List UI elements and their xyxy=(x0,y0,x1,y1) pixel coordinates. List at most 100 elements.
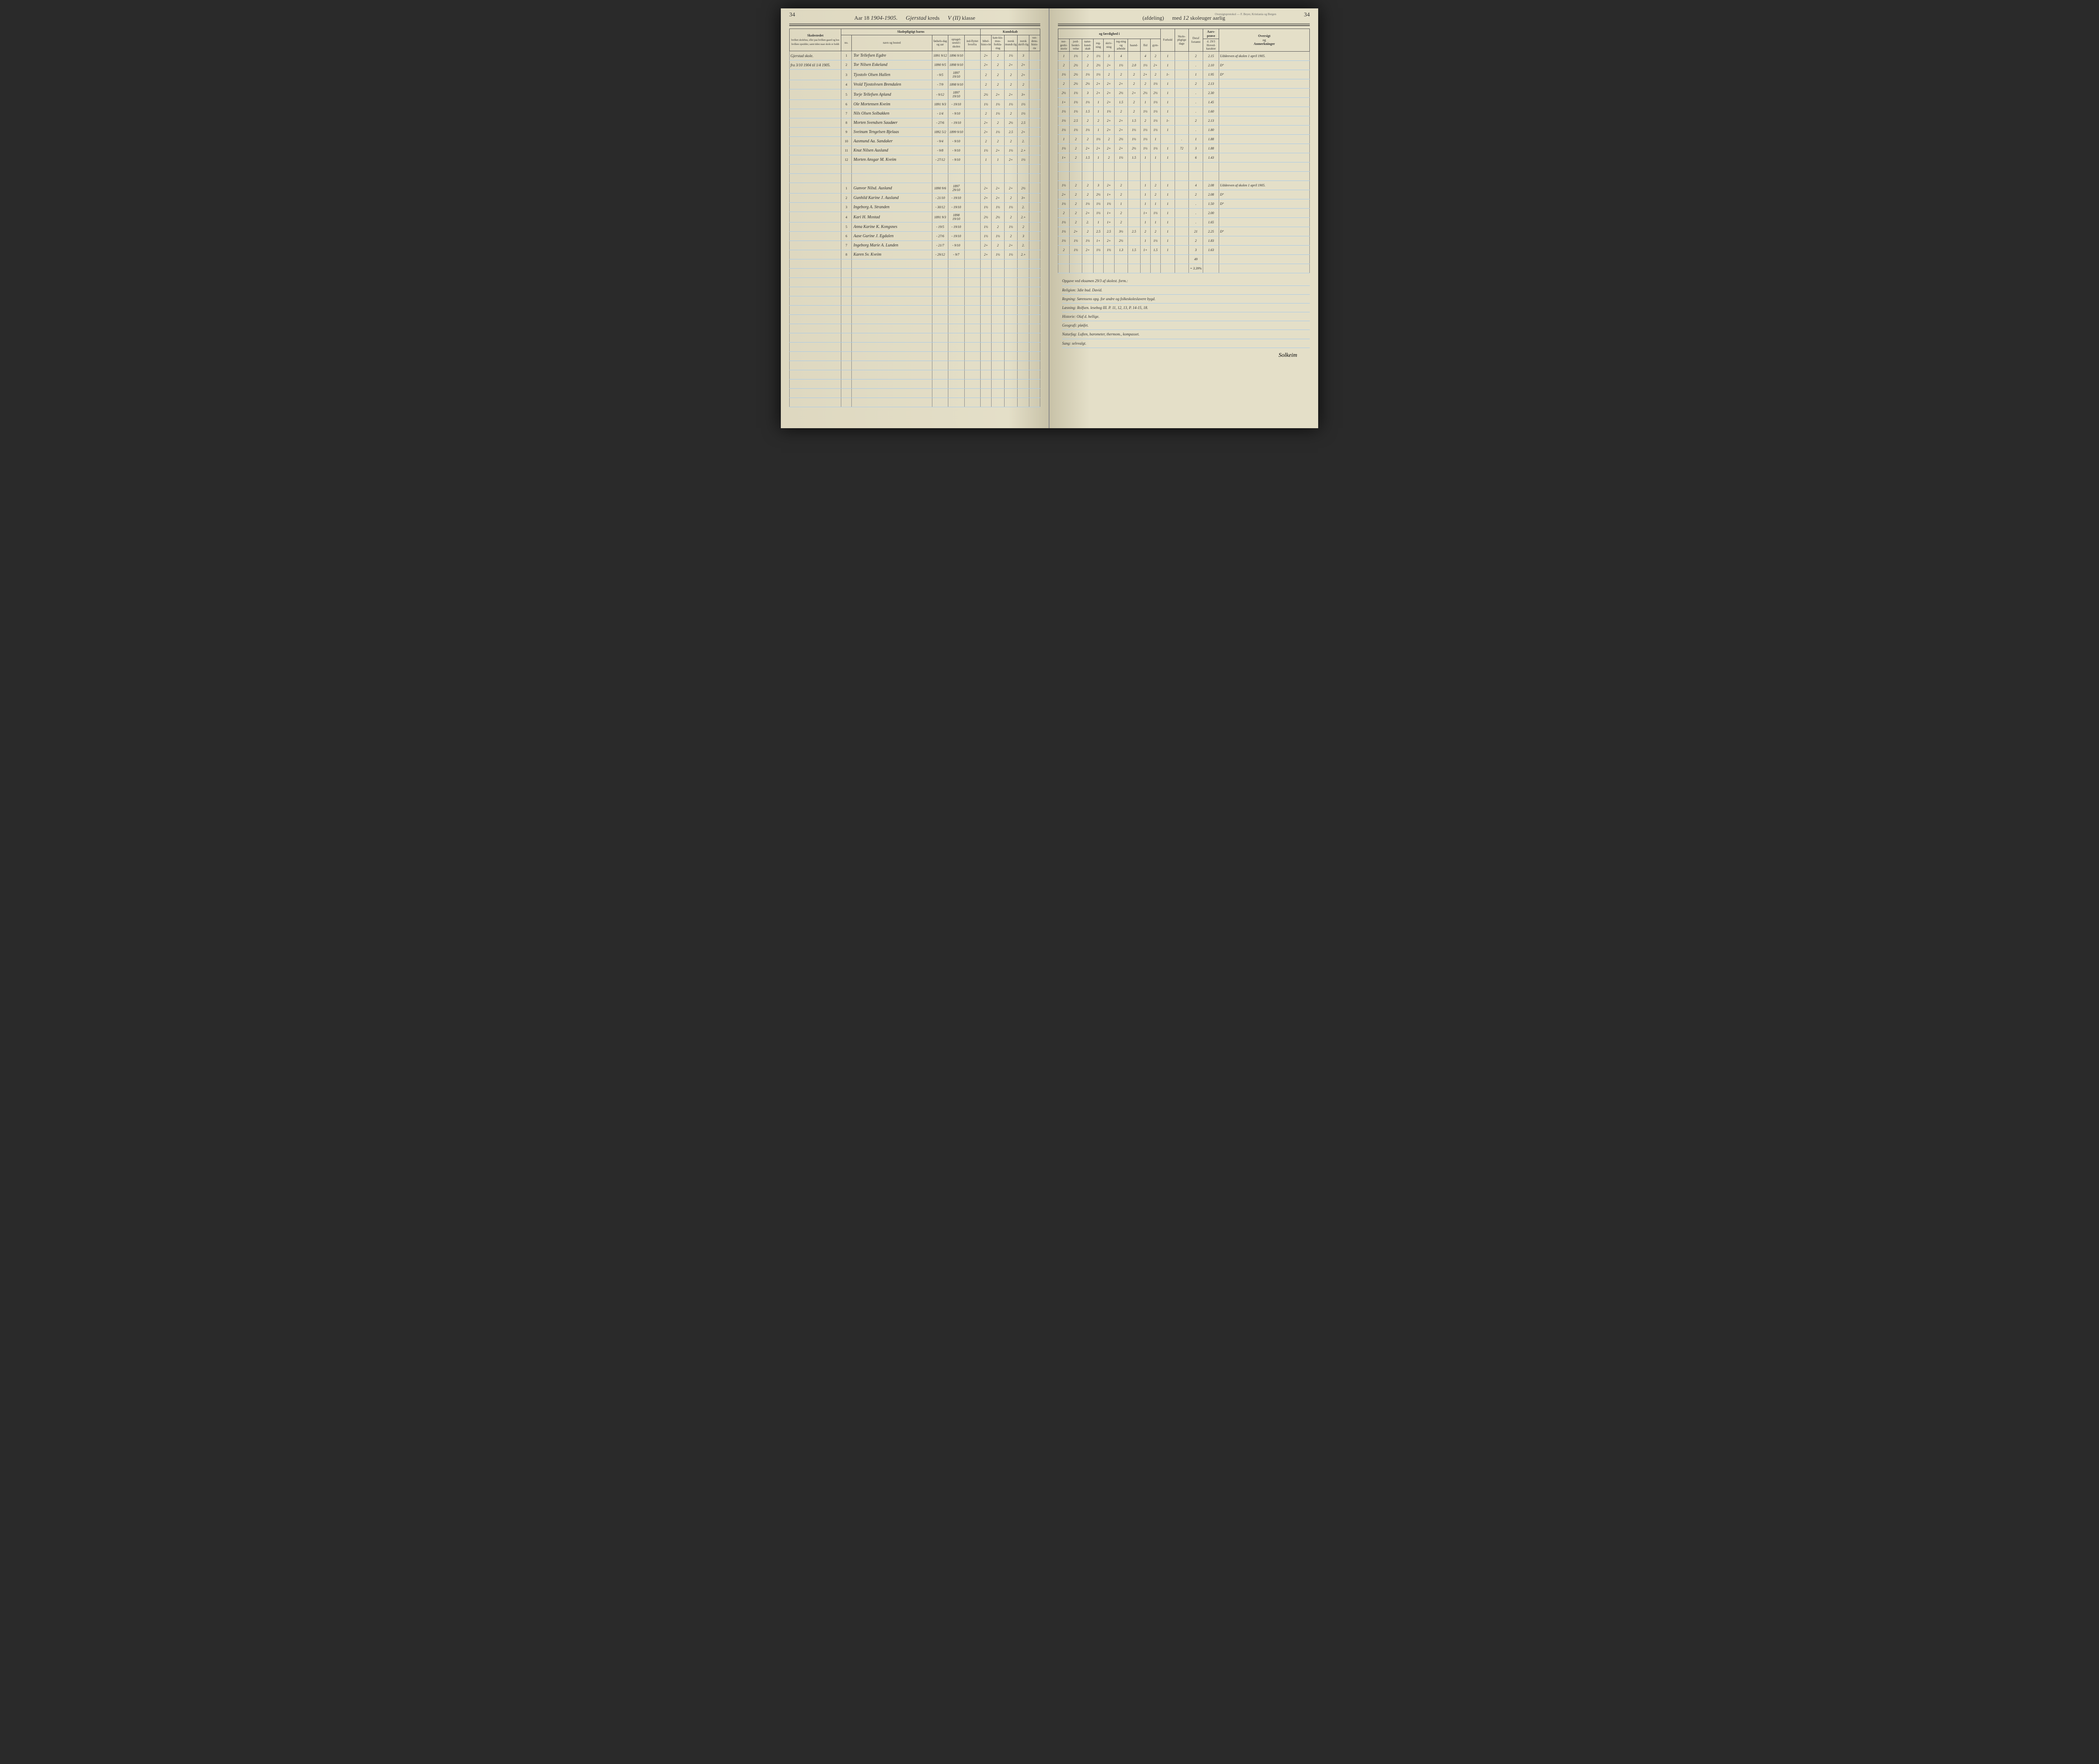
exam-regning: Regning: Sørensens opg. for andre og fol… xyxy=(1062,295,1310,304)
skolestedet-cell xyxy=(790,70,841,80)
student-name: Karen Sv. Kveim xyxy=(851,250,932,259)
skolestedet-cell xyxy=(790,203,841,212)
skolestedet-cell xyxy=(790,137,841,146)
born: 1891 9/3 xyxy=(932,212,948,222)
moved-from xyxy=(964,51,980,60)
exam-historie: Historie: Olaf d. hellige. xyxy=(1062,312,1310,321)
student-name: Aase Gurine J. Egdalen xyxy=(851,232,932,241)
table-row: 1½2.5222+2+1.521½1-22.13 xyxy=(1058,116,1310,126)
table-row: 4Kari H. Mostad1891 9/31898 19/102½2½22.… xyxy=(790,212,1040,222)
student-name: Sveinum Tengelsen Bjelaas xyxy=(851,128,932,137)
born: - 1/4 xyxy=(932,109,948,118)
enrolled: 1897 29/10 xyxy=(948,183,964,194)
table-row: 1½21½1½1½1111.1.50D° xyxy=(1058,199,1310,209)
enrolled: 1899 9/10 xyxy=(948,128,964,137)
remark xyxy=(1219,246,1310,255)
born: - 21/7 xyxy=(932,241,948,250)
skolestedet-cell xyxy=(790,232,841,241)
born: - 9/8 xyxy=(932,146,948,155)
enrolled: - 9/10 xyxy=(948,109,964,118)
table-row: 5Torje Tellefsen Apland- 9/121897 19/102… xyxy=(790,89,1040,100)
table-row: 8Karen Sv. Kveim- 29/12- 9/72+1½1½2.+ xyxy=(790,250,1040,259)
table-row: 3Ingeborg A. Stranden- 30/12- 19/101½1½1… xyxy=(790,203,1040,212)
moved-from xyxy=(964,118,980,128)
table-row: 1½22+2+2+2+2½1½1½17231.88 xyxy=(1058,144,1310,153)
page-number-left: 34 xyxy=(789,12,795,18)
ledger-table-right: og færdighed i Forhold Skole-pligtige da… xyxy=(1058,29,1310,273)
student-name: Gunvor Nilsd. Ausland xyxy=(851,183,932,194)
remark xyxy=(1219,153,1310,162)
remark xyxy=(1219,89,1310,98)
student-name: Tor Tellefsen Egdre xyxy=(851,51,932,60)
remark xyxy=(1219,116,1310,126)
remark xyxy=(1219,107,1310,116)
born: - 7/9 xyxy=(932,80,948,89)
remark xyxy=(1219,126,1310,135)
table-row: 11½21½3442122.15Udskreven af skolen 1 ap… xyxy=(1058,52,1310,61)
remark xyxy=(1219,144,1310,153)
enrolled: 1898 9/10 xyxy=(948,60,964,70)
moved-from xyxy=(964,203,980,212)
skolestedet-cell xyxy=(790,146,841,155)
born: 1891 9/3 xyxy=(932,100,948,109)
enrolled: 1898 9/10 xyxy=(948,80,964,89)
student-no: 4 xyxy=(841,212,852,222)
born: - 29/12 xyxy=(932,250,948,259)
moved-from xyxy=(964,155,980,165)
table-row: 5Anna Karine K. Kongsnes- 19/5- 19/101½2… xyxy=(790,222,1040,232)
table-row: 12Morten Ansgar M. Kveim- 27/12- 9/10112… xyxy=(790,155,1040,165)
moved-from xyxy=(964,212,980,222)
student-name: Tor Nilsen Eskeland xyxy=(851,60,932,70)
skolestedet-cell xyxy=(790,118,841,128)
enrolled: - 9/7 xyxy=(948,250,964,259)
student-no: 6 xyxy=(841,232,852,241)
table-row: 7Ingeborg Marie A. Lunden- 21/7- 9/102+2… xyxy=(790,241,1040,250)
student-name: Ole Mortensen Kveim xyxy=(851,100,932,109)
student-no: 12 xyxy=(841,155,852,165)
born: - 27/6 xyxy=(932,118,948,128)
remark: Udskreven af skolen 1 april 1905. xyxy=(1219,181,1310,190)
skolestedet-cell xyxy=(790,222,841,232)
remark xyxy=(1219,209,1310,218)
student-no: 9 xyxy=(841,128,852,137)
exam-geografi: Geografi: pløifet. xyxy=(1062,321,1310,330)
skolestedet-cell xyxy=(790,250,841,259)
student-no: 4 xyxy=(841,80,852,89)
ledger-book: 34 Aar 18 1904-1905. Gjerstad kreds V (I… xyxy=(781,8,1318,428)
student-no: 5 xyxy=(841,222,852,232)
moved-from xyxy=(964,109,980,118)
student-no: 6 xyxy=(841,100,852,109)
moved-from xyxy=(964,222,980,232)
table-row: 4Vrold Tjostolvsen Brendalen- 7/91898 9/… xyxy=(790,80,1040,89)
moved-from xyxy=(964,183,980,194)
skolestedet-cell xyxy=(790,155,841,165)
remark: D° xyxy=(1219,199,1310,209)
student-no: 11 xyxy=(841,146,852,155)
table-row: 1+1½1½12+1.5211½1.1.45 xyxy=(1058,98,1310,107)
table-row: 22½2½2+2+2+221½122.13 xyxy=(1058,79,1310,89)
table-row: 8Morten Svendsen Saudøer- 27/6- 19/102+2… xyxy=(790,118,1040,128)
enrolled: 1896 9/10 xyxy=(948,51,964,60)
moved-from xyxy=(964,60,980,70)
table-row: 1½1½1½1+2+2½11½121.83 xyxy=(1058,236,1310,246)
table-row: 10Aasmund Aa. Sandaker- 9/4- 9/102222. xyxy=(790,137,1040,146)
skolestedet-cell xyxy=(790,183,841,194)
remark xyxy=(1219,236,1310,246)
page-number-right: 34 xyxy=(1304,12,1310,18)
enrolled: - 19/10 xyxy=(948,118,964,128)
table-row: 1½22.11+2111.1.65 xyxy=(1058,218,1310,227)
moved-from xyxy=(964,128,980,137)
remark: Udskreven af skolen 1 april 1905. xyxy=(1219,52,1310,61)
enrolled: - 19/10 xyxy=(948,100,964,109)
page-left: 34 Aar 18 1904-1905. Gjerstad kreds V (I… xyxy=(781,8,1050,428)
remark xyxy=(1219,98,1310,107)
table-row: 2Gunhild Karine J. Ausland- 21/10- 19/10… xyxy=(790,194,1040,203)
remark xyxy=(1219,135,1310,144)
table-row: 22½22½2+1½2.01½2+1.2.10D° xyxy=(1058,61,1310,70)
exam-laesning: Læsning: Rolfsen. lesebog III. P. 11, 12… xyxy=(1062,304,1310,312)
skolestedet-cell xyxy=(790,194,841,203)
exam-sang: Sang: selvvalgt. xyxy=(1062,339,1310,348)
ledger-table-left: Skolestedet hvilket skolehus, eller paa … xyxy=(789,29,1040,407)
student-no: 2 xyxy=(841,60,852,70)
skolestedet-cell xyxy=(790,89,841,100)
